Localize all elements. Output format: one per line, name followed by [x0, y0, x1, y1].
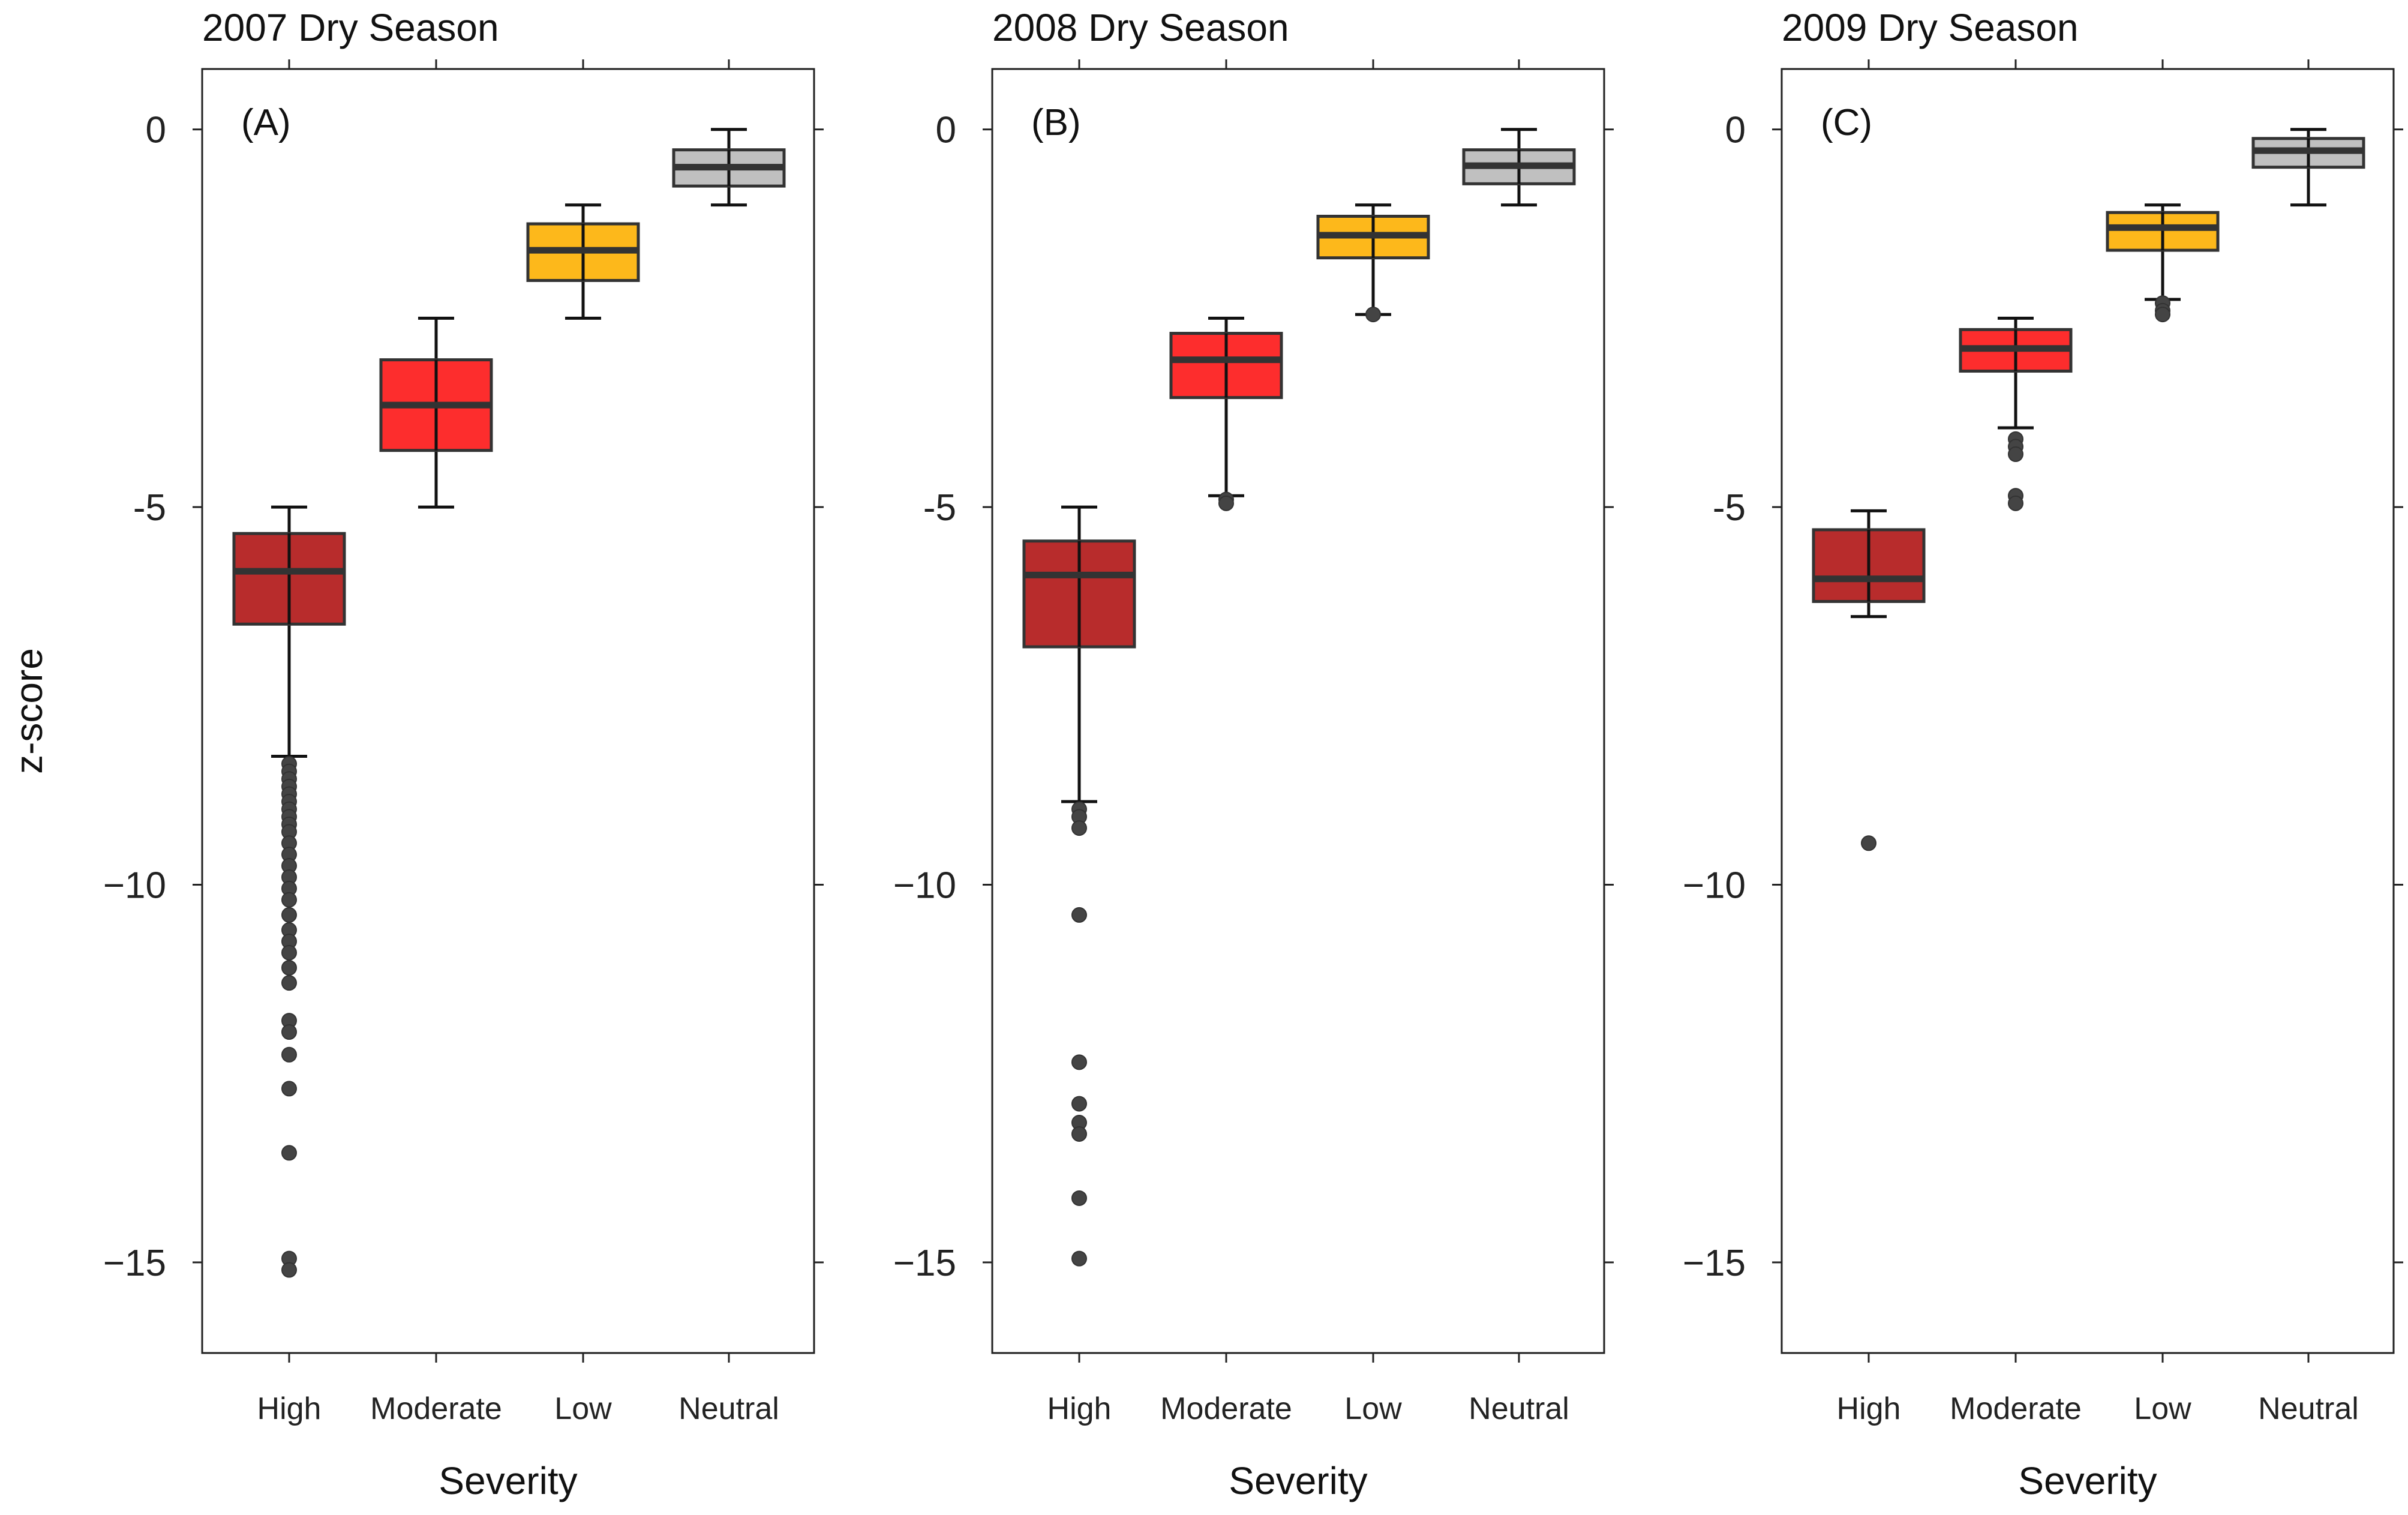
panel-3: 2009 Dry Season (C) 0 -5 −10 −15 High Moderate L… — [1683, 6, 2403, 1502]
panel-2-high-outlier — [1071, 1054, 1087, 1070]
panel-3-y-tick-label: −10 — [1683, 865, 1746, 907]
panel-2-high-outlier — [1071, 1096, 1087, 1112]
panel-1-high-outlier — [281, 907, 297, 923]
panel-2-y-tick-label: −15 — [893, 1243, 956, 1284]
panel-1-y-axis-title: z-score — [7, 648, 50, 774]
panel-1-high-outlier — [281, 960, 297, 976]
panel-1-high-outlier — [281, 1024, 297, 1040]
panel-2-x-tick-label: Low — [1344, 1391, 1402, 1426]
panel-1-x-tick-label: High — [257, 1391, 322, 1426]
panel-1-x-tick-label: Low — [554, 1391, 612, 1426]
panel-3-title: 2009 Dry Season — [1782, 6, 2079, 49]
panel-2-y-tick-label: −10 — [893, 865, 956, 907]
panel-1-high-outlier — [281, 892, 297, 908]
panel-2-x-tick-label: High — [1047, 1391, 1112, 1426]
panel-2-moderate-outlier — [1218, 495, 1234, 511]
panel-1-y-tick-label: 0 — [146, 110, 166, 151]
panel-3-x-axis-title: Severity — [2018, 1459, 2157, 1502]
panel-1-high-outlier — [281, 1081, 297, 1097]
panel-3-y-tick-label: -5 — [1713, 487, 1746, 529]
panel-2-high-outlier — [1071, 1250, 1087, 1267]
panel-2-x-axis-title: Severity — [1229, 1459, 1367, 1502]
panel-2-title: 2008 Dry Season — [992, 6, 1289, 49]
panel-1-high-outlier — [281, 1145, 297, 1161]
panel-2-high-outlier — [1071, 907, 1087, 923]
panel-2-label: (B) — [1031, 102, 1081, 143]
panel-2: 2008 Dry Season (B) 0 -5 −10 −15 High Moderate L… — [893, 6, 1614, 1502]
panel-3-x-tick-label: Moderate — [1950, 1391, 2082, 1426]
panel-2-low-outlier — [1365, 307, 1381, 323]
panel-1-high-outlier — [281, 1046, 297, 1063]
panel-3-x-tick-label: Low — [2134, 1391, 2191, 1426]
panel-2-high-outlier — [1071, 820, 1087, 836]
panel-3-moderate-outlier — [2008, 495, 2023, 511]
panel-2-high-outlier — [1071, 1190, 1087, 1206]
panel-1-high-outlier — [281, 975, 297, 991]
panel-2-high-outlier — [1071, 1126, 1087, 1142]
panel-1-high-outlier — [281, 1262, 297, 1278]
panel-1-label: (A) — [241, 102, 291, 143]
panel-2-y-tick-label: -5 — [923, 487, 956, 529]
panel-3-label: (C) — [1821, 102, 1872, 143]
panel-1-y-tick-label: −15 — [103, 1243, 166, 1284]
panel-2-frame — [991, 68, 1605, 1354]
panel-1-x-axis-title: Severity — [439, 1459, 577, 1502]
panel-3-low-outlier — [2155, 307, 2170, 323]
panel-3-y-tick-label: −15 — [1683, 1243, 1746, 1284]
panel-3-x-tick-label: High — [1837, 1391, 1901, 1426]
panel-1-y-tick-label: −10 — [103, 865, 166, 907]
panel-1-frame — [201, 68, 815, 1354]
panel-2-y-tick-label: 0 — [936, 110, 956, 151]
panel-1-x-tick-label: Moderate — [370, 1391, 502, 1426]
panel-1-title: 2007 Dry Season — [202, 6, 499, 49]
panel-1: 2007 Dry Season (A) 0 -5 −10 −15 High Moderate L… — [7, 6, 824, 1502]
panel-3-x-tick-label: Neutral — [2258, 1391, 2359, 1426]
panel-1-high-outlier — [281, 944, 297, 961]
panel-3-high-outlier — [1861, 835, 1876, 851]
panel-2-x-tick-label: Moderate — [1160, 1391, 1292, 1426]
panel-3-moderate-outlier — [2008, 446, 2023, 462]
panel-3-frame — [1781, 68, 2395, 1354]
panel-1-y-tick-label: -5 — [133, 487, 166, 529]
panel-3-y-tick-label: 0 — [1725, 110, 1746, 151]
panel-2-x-tick-label: Neutral — [1469, 1391, 1569, 1426]
panel-1-x-tick-label: Neutral — [678, 1391, 779, 1426]
